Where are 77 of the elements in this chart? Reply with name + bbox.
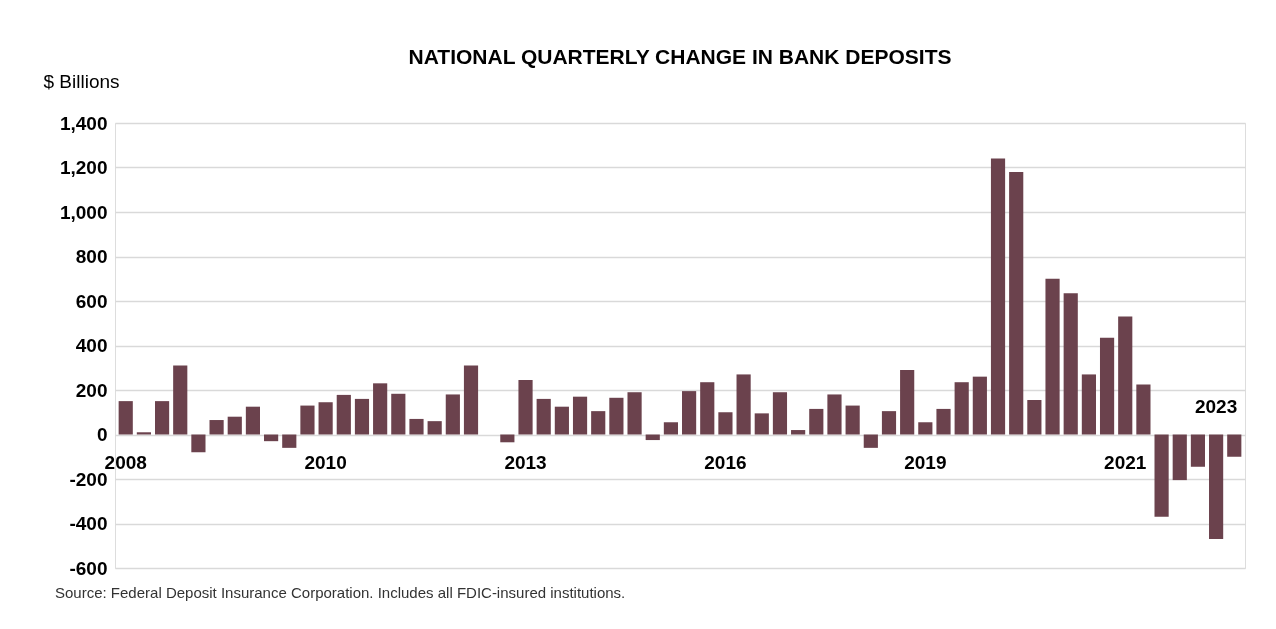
bar — [209, 420, 224, 435]
x-tick-label: 2016 — [704, 451, 747, 473]
bar — [463, 365, 479, 435]
y-tick-label: -600 — [69, 557, 108, 579]
x-tick-label: 2019 — [904, 451, 947, 473]
x-tick-label: 2023 — [1194, 395, 1238, 417]
bar — [754, 413, 769, 435]
bar — [136, 432, 151, 435]
bar — [1063, 293, 1078, 435]
bar — [990, 158, 1006, 435]
bar — [881, 411, 897, 435]
bar — [282, 434, 297, 448]
bar — [1227, 434, 1242, 457]
bar — [373, 383, 388, 435]
bar — [1099, 337, 1115, 435]
bar — [118, 401, 133, 435]
bar — [173, 365, 188, 435]
bar — [1081, 374, 1096, 435]
bar — [827, 394, 842, 435]
bar — [1009, 171, 1024, 435]
bar — [627, 392, 642, 435]
bar — [936, 408, 951, 435]
bar — [1027, 400, 1042, 435]
bar — [536, 398, 551, 435]
bar — [900, 369, 915, 435]
bar — [1118, 316, 1133, 435]
bar — [718, 412, 733, 435]
bar — [918, 422, 933, 435]
bar — [572, 396, 588, 435]
bar — [245, 406, 261, 435]
y-tick-label: 1,000 — [59, 201, 108, 223]
bar — [863, 434, 878, 448]
bar — [427, 421, 442, 435]
y-tick-label: 400 — [75, 335, 108, 356]
bar — [1154, 434, 1169, 517]
bar — [300, 405, 315, 435]
bar — [191, 434, 206, 453]
bar — [1190, 434, 1206, 467]
bar — [591, 411, 606, 435]
bar — [391, 393, 406, 435]
y-tick-label: -400 — [69, 513, 108, 534]
bar — [954, 382, 969, 435]
bar — [554, 406, 569, 435]
bar — [154, 401, 170, 435]
bar — [1045, 278, 1060, 435]
bar — [682, 391, 697, 435]
bar — [791, 430, 806, 435]
bar — [409, 418, 424, 435]
y-axis-title: $ Billions — [43, 70, 120, 92]
bar — [318, 402, 333, 435]
y-tick-label: 0 — [96, 424, 108, 445]
x-tick-label: 2010 — [304, 451, 347, 473]
bar — [1136, 384, 1151, 435]
source-note: Source: Federal Deposit Insurance Corporation. Includes all FDIC-insured institutions. — [55, 584, 626, 601]
x-tick-label: 2021 — [1104, 451, 1147, 473]
y-tick-label: 1,400 — [59, 112, 108, 134]
bar — [972, 376, 987, 435]
bar — [736, 374, 751, 435]
bar — [518, 379, 533, 435]
bar — [227, 416, 242, 435]
y-tick-label: 600 — [75, 290, 108, 312]
bar — [663, 422, 678, 435]
chart-title: NATIONAL QUARTERLY CHANGE IN BANK DEPOSITS — [408, 45, 952, 68]
bar — [1172, 434, 1187, 481]
y-tick-label: 800 — [75, 246, 108, 267]
x-tick-label: 2013 — [504, 451, 547, 473]
bar — [809, 408, 824, 435]
bar — [336, 394, 351, 435]
bar — [845, 405, 860, 435]
bar — [354, 398, 370, 435]
bar — [1209, 434, 1224, 540]
bar — [772, 392, 788, 435]
y-tick-label: 1,200 — [59, 157, 108, 178]
y-tick-label: 200 — [75, 379, 108, 401]
bar — [700, 382, 715, 435]
bar — [609, 397, 624, 435]
bar — [445, 394, 460, 435]
